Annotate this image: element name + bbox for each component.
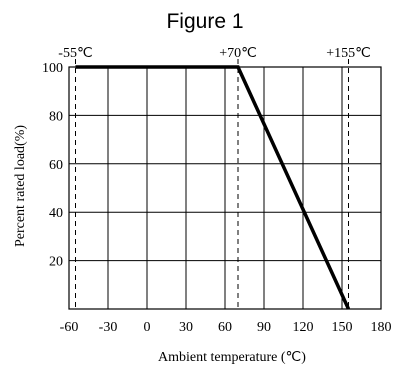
- grid: [69, 67, 381, 309]
- y-tick-label: 20: [49, 255, 63, 270]
- x-tick-label: 90: [257, 320, 271, 335]
- x-tick-labels: -60 -30 0 30 60 90 120 150 180: [60, 320, 392, 335]
- y-tick-label: 80: [49, 109, 63, 124]
- y-axis-label: Percent rated load(%): [13, 125, 28, 247]
- reference-line-label: +155℃: [326, 46, 371, 61]
- y-tick-labels: 20 40 60 80 100: [42, 61, 63, 270]
- x-tick-label: -30: [99, 320, 118, 335]
- chart-title: Figure 1: [166, 10, 243, 33]
- reference-lines: [75, 59, 349, 309]
- series: [75, 65, 351, 310]
- reference-line-labels: -55℃ +70℃ +155℃: [58, 46, 371, 61]
- x-tick-label: 30: [179, 320, 193, 335]
- y-tick-label: 60: [49, 158, 63, 173]
- x-tick-label: 0: [144, 320, 151, 335]
- plot-frame: [68, 66, 382, 310]
- x-tick-label: 60: [218, 320, 232, 335]
- y-tick-label: 100: [42, 61, 63, 76]
- x-tick-label: 180: [371, 320, 392, 335]
- reference-line-label: +70℃: [219, 46, 257, 61]
- series-line: [75, 65, 351, 310]
- x-tick-label: 150: [332, 320, 353, 335]
- x-tick-label: 120: [293, 320, 314, 335]
- x-axis-label: Ambient temperature (℃): [158, 350, 306, 365]
- y-tick-label: 40: [49, 206, 63, 221]
- reference-line-label: -55℃: [58, 46, 92, 61]
- x-tick-label: -60: [60, 320, 79, 335]
